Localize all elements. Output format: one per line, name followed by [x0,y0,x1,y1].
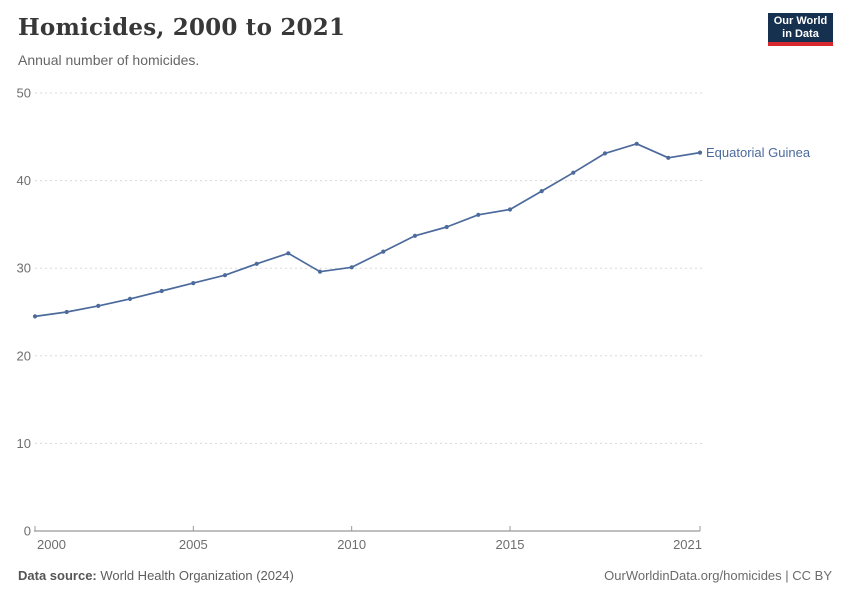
data-point[interactable] [317,269,323,274]
series-label-equatorial-guinea[interactable]: Equatorial Guinea [706,145,811,160]
data-point[interactable] [602,151,608,156]
x-tick-label-2005: 2005 [179,537,208,552]
data-point[interactable] [159,288,164,294]
page-subtitle: Annual number of homicides. [18,52,200,68]
data-point[interactable] [191,281,196,286]
y-tick-label-20: 20 [17,348,31,363]
x-tick-label-2015: 2015 [496,537,525,552]
y-tick-label-40: 40 [17,173,31,188]
data-point[interactable] [634,141,639,146]
data-point[interactable] [127,296,133,301]
footer-citation[interactable]: OurWorldinData.org/homicides | CC BY [604,568,832,583]
x-tick-label-2010: 2010 [337,537,366,552]
x-tick-label-2000: 2000 [37,537,66,552]
data-point[interactable] [444,224,449,230]
owid-logo-line2: in Data [782,27,819,40]
y-tick-label-0: 0 [24,524,31,539]
data-point[interactable] [571,170,576,175]
data-point[interactable] [412,233,418,238]
data-point[interactable] [222,273,228,278]
data-point[interactable] [32,314,38,319]
data-point[interactable] [476,212,481,217]
page-title: Homicides, 2000 to 2021 [18,14,346,41]
owid-logo[interactable]: Our World in Data [768,13,833,46]
x-tick-label-2021: 2021 [673,537,702,552]
data-point[interactable] [254,261,259,266]
data-source-label: Data source: [18,568,97,583]
data-point[interactable] [697,150,703,155]
data-point[interactable] [64,309,69,315]
owid-logo-line1: Our World [773,14,828,27]
data-source-text: World Health Organization (2024) [96,568,294,583]
y-tick-label-10: 10 [17,436,31,451]
y-tick-label-30: 30 [17,261,31,276]
data-source-note: Data source: World Health Organization (… [18,568,294,583]
data-point[interactable] [96,303,101,308]
data-point[interactable] [381,249,386,254]
data-point[interactable] [349,265,354,270]
data-point[interactable] [666,155,671,160]
chart-footer: Data source: World Health Organization (… [18,568,832,583]
data-point[interactable] [539,189,544,194]
series-line[interactable] [34,142,701,318]
data-point[interactable] [286,251,291,256]
y-tick-label-50: 50 [17,86,31,101]
data-point[interactable] [507,207,513,212]
